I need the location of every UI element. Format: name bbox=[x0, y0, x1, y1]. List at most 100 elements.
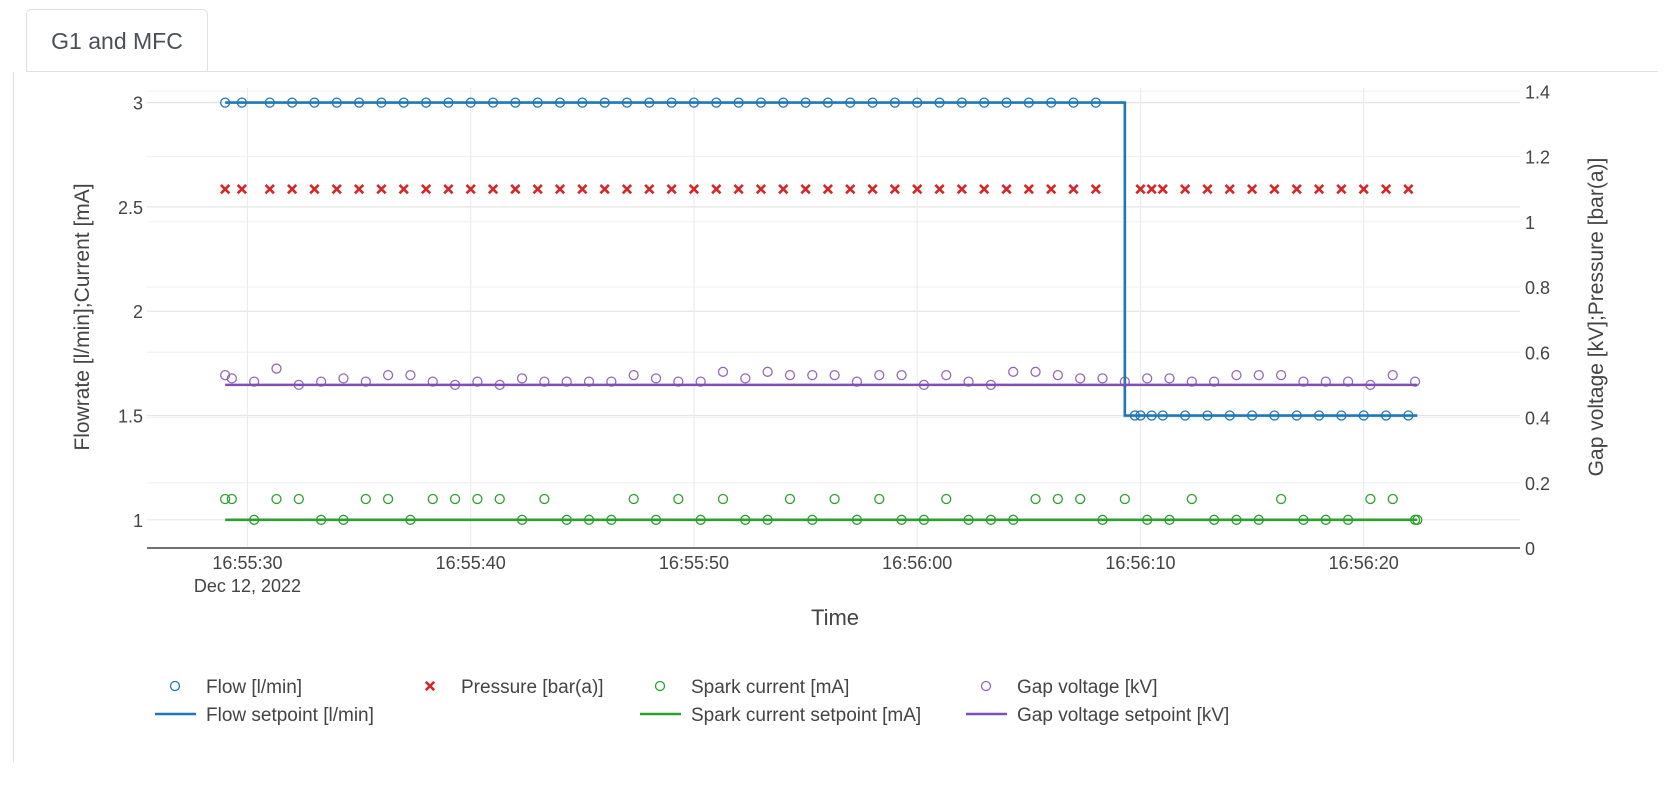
data-point bbox=[1023, 184, 1034, 195]
tab-g1-and-mfc[interactable]: G1 and MFC bbox=[26, 9, 208, 72]
data-point bbox=[487, 184, 499, 195]
data-point bbox=[941, 369, 952, 381]
data-point bbox=[1001, 184, 1012, 195]
data-point bbox=[382, 369, 394, 381]
data-point bbox=[1275, 493, 1287, 505]
data-point bbox=[1253, 369, 1264, 381]
series-line bbox=[225, 101, 1418, 417]
legend-item[interactable]: Pressure [bar(a)] bbox=[424, 677, 604, 698]
data-point bbox=[889, 184, 901, 195]
y2-tick-label: 0.8 bbox=[1525, 278, 1550, 298]
data-point bbox=[1403, 184, 1414, 195]
data-point bbox=[427, 493, 438, 505]
data-point bbox=[1275, 369, 1287, 381]
y-axis-title: Flowrate [l/min];Current [mA] bbox=[71, 183, 94, 450]
data-point bbox=[293, 493, 304, 505]
legend-label: Gap voltage setpoint [kV] bbox=[1017, 705, 1229, 726]
data-point bbox=[1052, 369, 1064, 381]
data-point bbox=[516, 373, 528, 384]
data-point bbox=[443, 184, 454, 195]
legend-item[interactable]: Gap voltage setpoint [kV] bbox=[966, 705, 1229, 726]
data-point bbox=[1202, 184, 1213, 195]
data-point bbox=[1336, 184, 1347, 195]
y2-tick-label: 0.2 bbox=[1525, 474, 1550, 494]
data-point bbox=[532, 184, 543, 195]
data-point bbox=[762, 366, 773, 377]
y-tick-label: 2 bbox=[133, 302, 143, 322]
data-point bbox=[1157, 184, 1168, 195]
data-point bbox=[1008, 366, 1019, 377]
data-point bbox=[226, 493, 237, 505]
x-tick-sublabel: Dec 12, 2022 bbox=[194, 576, 301, 596]
data-point bbox=[912, 184, 923, 195]
data-point bbox=[650, 373, 662, 384]
data-point bbox=[264, 184, 275, 195]
y2-tick-label: 0 bbox=[1525, 539, 1535, 559]
x-axis-title: Time bbox=[811, 605, 859, 630]
data-point bbox=[807, 369, 818, 381]
data-point bbox=[934, 184, 945, 195]
data-point bbox=[666, 184, 677, 195]
data-point bbox=[510, 184, 521, 195]
data-point bbox=[1387, 369, 1398, 381]
legend-item[interactable]: Flow setpoint [l/min] bbox=[155, 705, 374, 726]
plot-area bbox=[219, 97, 1423, 525]
data-point bbox=[405, 369, 416, 381]
data-point bbox=[673, 493, 684, 505]
data-point bbox=[711, 184, 722, 195]
data-point bbox=[271, 493, 282, 505]
data-point bbox=[226, 373, 237, 384]
data-point bbox=[874, 493, 885, 505]
legend-item[interactable]: Flow [l/min] bbox=[169, 677, 303, 698]
data-point bbox=[867, 184, 878, 195]
y-tick-label: 1 bbox=[133, 511, 143, 531]
data-point bbox=[778, 184, 789, 195]
data-point bbox=[338, 373, 349, 384]
data-point bbox=[688, 184, 700, 195]
data-point bbox=[733, 184, 744, 195]
data-point bbox=[494, 493, 505, 505]
grid bbox=[147, 88, 1520, 548]
legend-marker-swatch bbox=[654, 680, 666, 692]
data-point bbox=[740, 373, 751, 384]
x-tick-label: 16:56:00 bbox=[882, 553, 952, 573]
y2-tick-label: 1.4 bbox=[1525, 82, 1550, 102]
legend-label: Spark current [mA] bbox=[691, 677, 849, 698]
data-point bbox=[271, 363, 282, 374]
data-point bbox=[1090, 184, 1101, 195]
x-tick-label: 16:55:40 bbox=[436, 553, 506, 573]
data-point bbox=[829, 369, 840, 381]
data-point bbox=[219, 369, 231, 381]
data-point bbox=[382, 493, 394, 505]
data-point bbox=[220, 184, 231, 195]
legend-marker-swatch bbox=[424, 680, 436, 692]
data-point bbox=[979, 184, 990, 195]
data-point bbox=[376, 184, 387, 195]
legend-label: Flow [l/min] bbox=[206, 677, 302, 698]
legend: Flow [l/min] Pressure [bar(a)] Spark curre… bbox=[155, 677, 1229, 726]
data-point bbox=[896, 369, 907, 381]
legend-item[interactable]: Spark current setpoint [mA] bbox=[640, 705, 921, 726]
legend-item[interactable]: Spark current [mA] bbox=[654, 677, 850, 698]
data-point bbox=[1164, 373, 1175, 384]
x-tick-label: 16:55:50 bbox=[659, 553, 729, 573]
y2-axis-title: Gap voltage [kV];Pressure [bar(a)] bbox=[1585, 158, 1608, 477]
data-point bbox=[554, 184, 566, 195]
data-point bbox=[1046, 184, 1057, 195]
data-point bbox=[755, 184, 767, 195]
data-point bbox=[829, 493, 840, 505]
data-point bbox=[1231, 369, 1242, 381]
data-point bbox=[717, 366, 729, 377]
tab-bar: G1 and MFC bbox=[26, 0, 1666, 72]
data-point bbox=[309, 184, 320, 195]
data-point bbox=[874, 369, 885, 381]
data-point bbox=[621, 184, 633, 195]
axes: 0 0.2 0.4 0.6 0.8 1 1.2 1.4 1 1.5 2 2.5 3 16:55:30 Dec… bbox=[118, 82, 1550, 596]
legend-item[interactable]: Gap voltage [kV] bbox=[980, 677, 1158, 698]
data-point bbox=[599, 184, 610, 195]
y2-tick-label: 0.6 bbox=[1525, 343, 1550, 363]
data-point bbox=[956, 184, 967, 195]
x-tick-label: 16:56:20 bbox=[1329, 553, 1399, 573]
legend-marker-swatch bbox=[169, 680, 181, 692]
